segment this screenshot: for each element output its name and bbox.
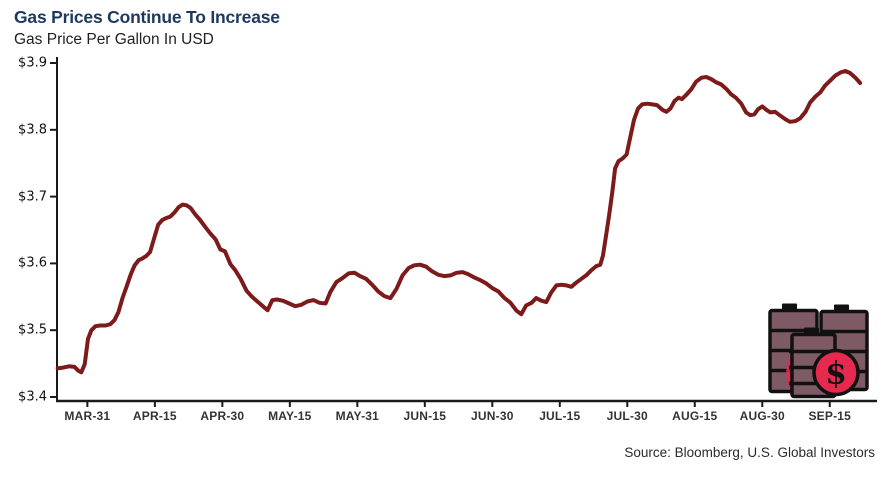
barrel-cap bbox=[782, 303, 797, 310]
x-tick-label: MAY-31 bbox=[335, 409, 380, 423]
x-tick-label: MAR-31 bbox=[64, 409, 111, 423]
dollar-sign: $ bbox=[825, 356, 847, 392]
y-tick-label: $3.6 bbox=[18, 255, 47, 271]
y-tick-label: $3.7 bbox=[18, 189, 47, 205]
x-tick-label: APR-15 bbox=[132, 409, 177, 423]
chart-subtitle: Gas Price Per Gallon In USD bbox=[14, 31, 214, 48]
x-tick-label: SEP-15 bbox=[808, 409, 852, 423]
gas-price-line bbox=[55, 69, 863, 375]
x-tick-label: JUN-15 bbox=[403, 409, 447, 423]
y-tick-label: $3.8 bbox=[18, 122, 47, 138]
source-credit: Source: Bloomberg, U.S. Global Investors bbox=[624, 445, 875, 460]
oil-barrels-dollar-icon: $ bbox=[762, 301, 880, 399]
chart-title: Gas Prices Continue To Increase bbox=[14, 7, 280, 27]
y-tick-label: $3.4 bbox=[18, 389, 47, 405]
dollar-coin bbox=[812, 348, 860, 397]
x-tick-label: AUG-15 bbox=[672, 409, 718, 423]
x-tick-label: JUN-30 bbox=[471, 409, 514, 423]
x-tick-label: MAY-15 bbox=[268, 409, 312, 423]
y-tick-label: $3.9 bbox=[18, 55, 47, 71]
barrel-cap bbox=[804, 327, 819, 334]
x-tick-label: APR-30 bbox=[200, 409, 245, 423]
x-tick-label: AUG-30 bbox=[739, 409, 785, 423]
barrel-cap bbox=[834, 304, 849, 311]
y-tick-label: $3.5 bbox=[18, 322, 47, 338]
x-tick-label: JUL-15 bbox=[539, 409, 581, 423]
x-tick-label: JUL-30 bbox=[606, 409, 648, 423]
